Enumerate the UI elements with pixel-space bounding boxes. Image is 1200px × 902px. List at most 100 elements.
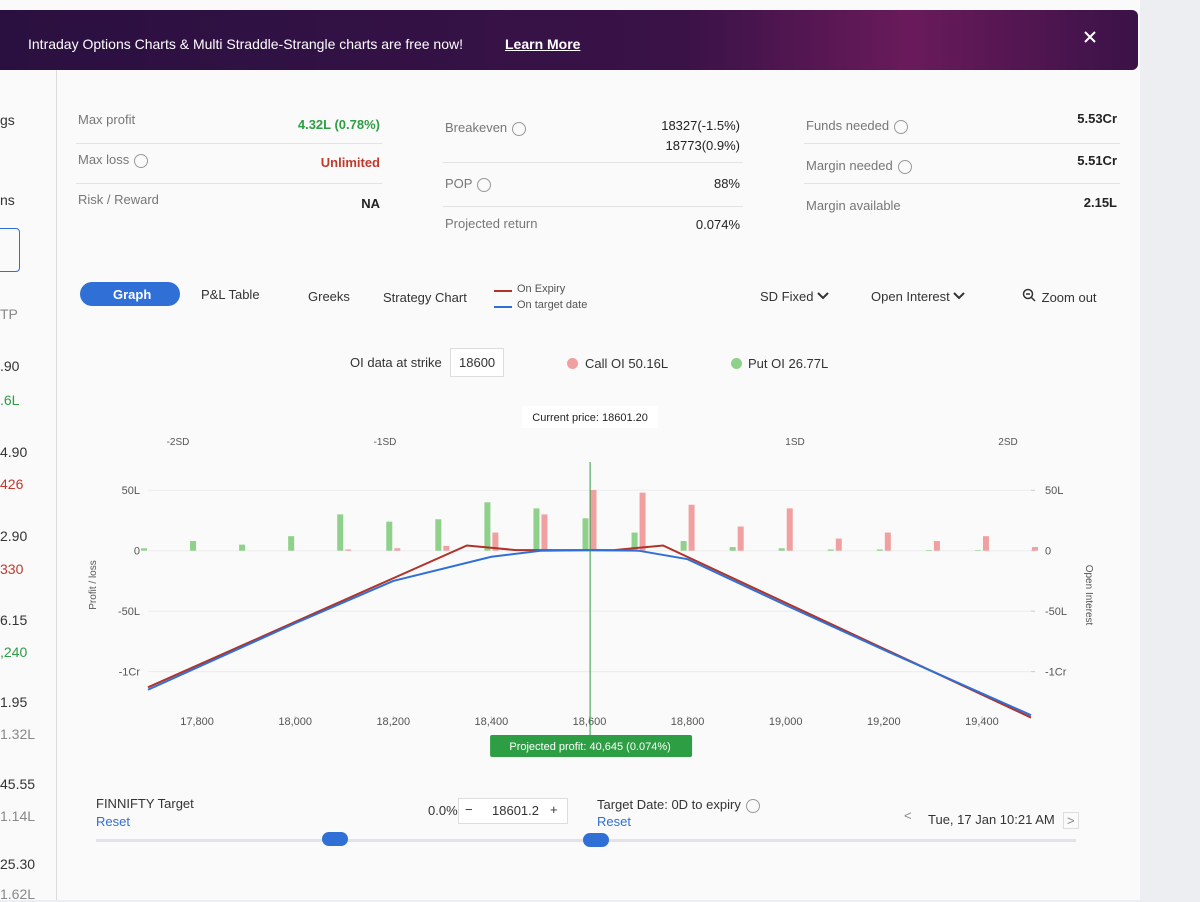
graph-tab[interactable] bbox=[80, 282, 180, 306]
y2-tick-label: 50L bbox=[1045, 485, 1063, 497]
banner bbox=[0, 10, 1138, 70]
oi-put: Put OI 26.77L bbox=[748, 356, 828, 371]
put-oi-bar bbox=[729, 547, 736, 551]
legend-label: On target date bbox=[517, 299, 588, 311]
info-icon[interactable] bbox=[134, 153, 149, 168]
summary-value: 4.32L (0.78%) bbox=[297, 117, 380, 132]
summary-label: POP bbox=[445, 176, 492, 192]
plus-button[interactable]: + bbox=[550, 802, 558, 817]
info-icon[interactable] bbox=[512, 121, 527, 136]
info-icon[interactable] bbox=[745, 798, 760, 813]
next-button[interactable]: > bbox=[1063, 812, 1079, 829]
oi-call: Call OI 50.16L bbox=[585, 356, 668, 371]
put-oi-bar bbox=[533, 508, 540, 551]
sidebar-item: 2.90 bbox=[0, 528, 28, 544]
dropdown[interactable]: SD Fixed bbox=[760, 289, 829, 304]
summary-label: Max loss bbox=[78, 152, 149, 168]
summary-value: NA bbox=[361, 196, 380, 211]
sidebar-item: ns bbox=[0, 192, 15, 208]
sidebar-item: gs bbox=[0, 112, 15, 128]
tab[interactable]: Strategy Chart bbox=[383, 290, 467, 305]
x-tick-label: 18,600 bbox=[573, 716, 607, 728]
slider-knob[interactable] bbox=[583, 833, 609, 847]
label-text: Max loss bbox=[78, 152, 130, 167]
call-oi-bar bbox=[345, 549, 352, 551]
banner-link[interactable]: Learn More bbox=[505, 36, 581, 52]
zoom-text: Zoom out bbox=[1041, 290, 1097, 305]
y-axis-label: Profit / loss bbox=[88, 560, 99, 609]
tab[interactable]: Greeks bbox=[308, 289, 350, 304]
put-oi-bar bbox=[288, 536, 295, 551]
legend-swatch bbox=[494, 290, 512, 292]
close-icon[interactable] bbox=[1080, 27, 1100, 47]
divider bbox=[443, 162, 743, 163]
call-oi-bar bbox=[982, 536, 989, 551]
sidebar-box[interactable] bbox=[0, 228, 20, 272]
zoom-icon bbox=[1022, 288, 1036, 302]
projected-box bbox=[490, 735, 693, 757]
put-oi-bar bbox=[680, 541, 687, 551]
sidebar-item: ,240 bbox=[0, 644, 28, 660]
info-icon[interactable] bbox=[897, 159, 912, 174]
payoff-line bbox=[147, 544, 1032, 719]
put-oi-bar bbox=[190, 541, 197, 551]
y-tick-label: 50L bbox=[122, 485, 140, 497]
sidebar-item: 1.14L bbox=[0, 808, 36, 824]
summary-label: Risk / Reward bbox=[78, 192, 159, 207]
oi-label: OI data at strike bbox=[350, 355, 442, 370]
oi-strike[interactable]: 18600 bbox=[450, 348, 505, 377]
put-oi-bar bbox=[582, 518, 589, 551]
put-oi-bar bbox=[337, 514, 344, 551]
dropdown-text: Open Interest bbox=[871, 289, 950, 304]
legend-label: On Expiry bbox=[517, 283, 566, 295]
sidebar-item: 45.55 bbox=[0, 776, 36, 792]
call-oi-bar bbox=[933, 541, 940, 551]
call-oi-bar bbox=[688, 504, 695, 551]
y-tick-label: 0 bbox=[134, 546, 140, 558]
x-tick-label: 18,200 bbox=[376, 716, 410, 728]
sidebar-item: TP bbox=[0, 306, 18, 322]
info-icon[interactable] bbox=[477, 177, 492, 192]
dropdown[interactable]: Open Interest bbox=[871, 289, 966, 304]
sd-label: 2SD bbox=[998, 437, 1017, 448]
summary-label: Projected return bbox=[445, 216, 538, 231]
zoom-button[interactable]: Zoom out bbox=[1022, 288, 1097, 305]
put-oi-bar bbox=[141, 548, 147, 551]
minus-button[interactable]: − bbox=[465, 802, 473, 817]
x-tick-label: 18,000 bbox=[278, 716, 312, 728]
summary-label: Margin available bbox=[806, 198, 901, 213]
y2-tick-label: -1Cr bbox=[1045, 667, 1067, 679]
summary-value: Unlimited bbox=[320, 155, 380, 170]
prev-button[interactable]: < bbox=[904, 808, 912, 823]
summary-value: 18773(0.9%) bbox=[665, 138, 740, 153]
sd-label: -2SD bbox=[167, 437, 190, 448]
x-tick-label: 18,400 bbox=[475, 716, 509, 728]
sidebar-item: 4.90 bbox=[0, 444, 28, 460]
call-oi-bar bbox=[786, 508, 793, 551]
divider bbox=[804, 183, 1120, 184]
sidebar-item: 6.15 bbox=[0, 612, 28, 628]
call-oi-bar bbox=[835, 538, 842, 551]
slider-knob[interactable] bbox=[322, 832, 348, 846]
dropdown-text: SD Fixed bbox=[760, 289, 814, 304]
put-oi-bar bbox=[386, 521, 393, 551]
put-value: 26.77L bbox=[788, 356, 829, 371]
payoff-line bbox=[147, 549, 1032, 717]
info-icon[interactable] bbox=[894, 119, 909, 134]
y2-axis-label: Open Interest bbox=[1083, 565, 1094, 626]
x-tick-label: 19,400 bbox=[965, 716, 999, 728]
sidebar-item: 1.32L bbox=[0, 726, 36, 742]
tab[interactable]: P&L Table bbox=[201, 287, 260, 302]
sidebar-item: .90 bbox=[0, 358, 20, 374]
reset-link[interactable]: Reset bbox=[96, 814, 130, 829]
call-oi-bar bbox=[394, 548, 401, 551]
summary-label: Breakeven bbox=[445, 120, 527, 136]
tab[interactable]: Graph bbox=[113, 287, 152, 302]
target-value[interactable]: 18601.2 bbox=[492, 803, 539, 818]
date-label: Target Date: 0D to expiry bbox=[597, 797, 760, 813]
reset-link[interactable]: Reset bbox=[597, 814, 631, 829]
legend-swatch bbox=[494, 306, 512, 308]
target-label: FINNIFTY Target bbox=[96, 796, 194, 811]
